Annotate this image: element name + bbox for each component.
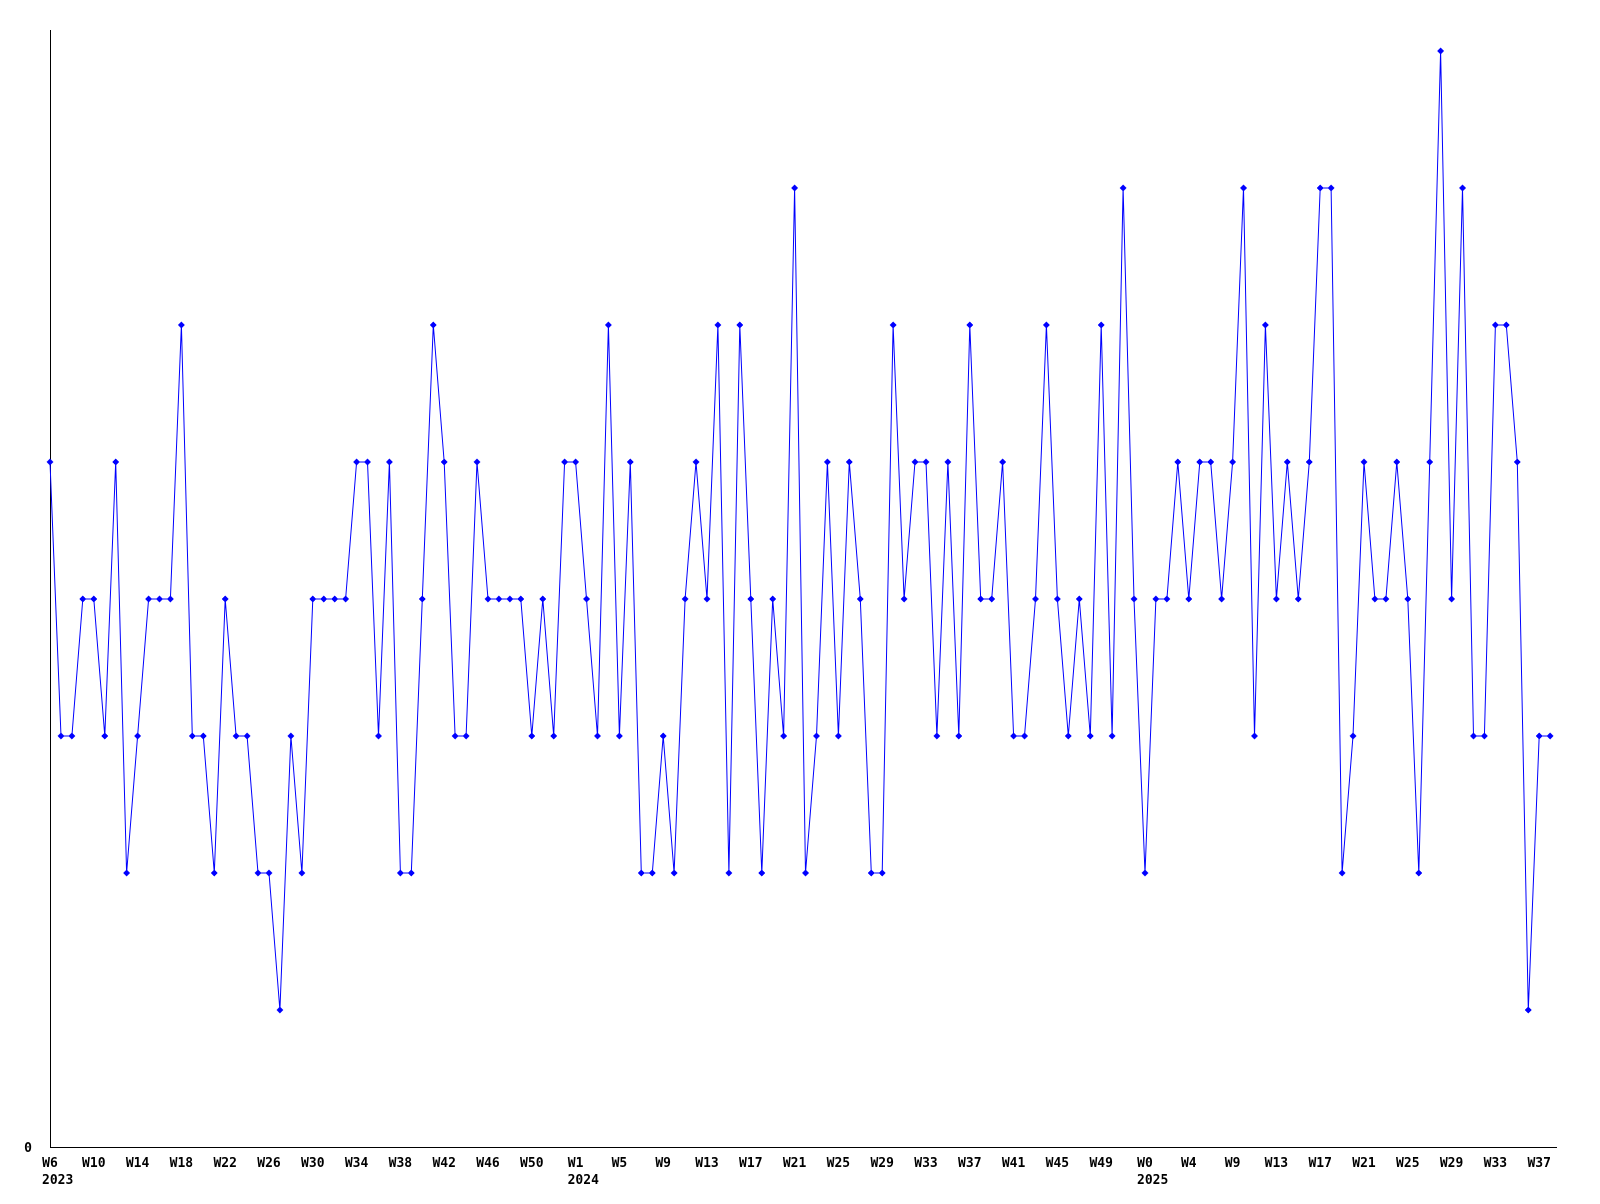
x-axis-tick-label: W6 bbox=[42, 1156, 58, 1171]
x-axis-tick-label: W46 bbox=[476, 1156, 500, 1171]
x-axis-tick-label: W30 bbox=[301, 1156, 325, 1171]
x-axis-tick-label: W4 bbox=[1181, 1156, 1197, 1171]
x-axis-tick-label: W25 bbox=[1396, 1156, 1419, 1171]
x-axis-tick-label: W33 bbox=[914, 1156, 937, 1171]
y-axis-label: 0 bbox=[24, 1141, 32, 1156]
x-axis-tick-label: W42 bbox=[432, 1156, 455, 1171]
x-axis-tick-label: W17 bbox=[1308, 1156, 1331, 1171]
x-axis-year-label: 2023 bbox=[42, 1173, 73, 1188]
x-axis-tick-label: W9 bbox=[655, 1156, 671, 1171]
x-axis-tick-label: W45 bbox=[1046, 1156, 1069, 1171]
x-axis-tick-label: W29 bbox=[1440, 1156, 1463, 1171]
x-axis-tick-label: W9 bbox=[1225, 1156, 1241, 1171]
x-axis-tick-label: W29 bbox=[870, 1156, 893, 1171]
x-axis-tick-label: W0 bbox=[1137, 1156, 1153, 1171]
x-axis-tick-label: W13 bbox=[695, 1156, 718, 1171]
x-axis-tick-label: W38 bbox=[389, 1156, 413, 1171]
data-point-markers bbox=[46, 47, 1554, 1014]
x-axis-tick-label: W34 bbox=[345, 1156, 369, 1171]
x-axis-tick-label: W22 bbox=[213, 1156, 236, 1171]
x-axis-tick-label: W10 bbox=[82, 1156, 106, 1171]
x-axis-tick-label: W41 bbox=[1002, 1156, 1026, 1171]
x-axis-tick-label: W14 bbox=[126, 1156, 150, 1171]
data-polyline bbox=[49, 50, 1551, 1011]
x-axis-tick-label: W26 bbox=[257, 1156, 281, 1171]
x-axis-tick-label: W37 bbox=[958, 1156, 981, 1171]
x-axis-tick-label: W21 bbox=[783, 1156, 807, 1171]
x-axis-tick-label: W21 bbox=[1352, 1156, 1376, 1171]
x-axis-tick-label: W37 bbox=[1527, 1156, 1550, 1171]
x-axis-tick-label: W13 bbox=[1265, 1156, 1288, 1171]
x-axis-tick-label: W17 bbox=[739, 1156, 762, 1171]
x-axis-tick-label: W50 bbox=[520, 1156, 544, 1171]
x-axis-year-label: 2024 bbox=[568, 1173, 599, 1188]
x-axis-tick-label: W5 bbox=[612, 1156, 628, 1171]
x-axis-tick-label: W49 bbox=[1089, 1156, 1112, 1171]
x-axis-year-label: 2025 bbox=[1137, 1173, 1168, 1188]
x-axis-tick-label: W18 bbox=[170, 1156, 194, 1171]
x-axis-tick-label: W1 bbox=[568, 1156, 584, 1171]
x-axis-tick-label: W33 bbox=[1484, 1156, 1507, 1171]
x-axis-tick-label: W25 bbox=[827, 1156, 850, 1171]
